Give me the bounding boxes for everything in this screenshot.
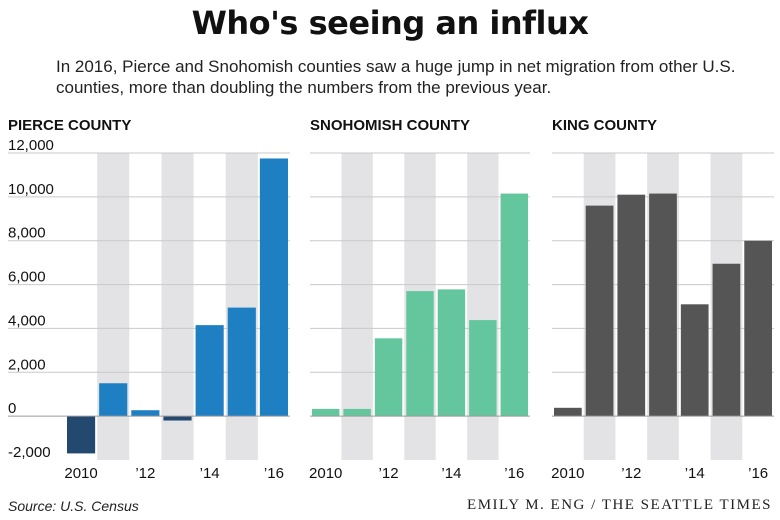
- x-tick-label: 2010: [64, 465, 97, 482]
- bar-2016: [500, 193, 528, 417]
- bar-2010: [312, 408, 340, 417]
- bar-2012: [131, 410, 160, 417]
- bar-2015: [469, 320, 497, 417]
- x-tick-label: ’12: [135, 465, 155, 482]
- panel-title: PIERCE COUNTY: [8, 117, 131, 134]
- y-tick-label: 6,000: [8, 269, 46, 286]
- x-tick-label: ’14: [685, 465, 705, 482]
- bar-2014: [680, 304, 709, 417]
- bar-2010: [67, 416, 96, 454]
- bar-2015: [227, 307, 256, 417]
- bar-2011: [343, 408, 371, 417]
- y-tick-label: 12,000: [8, 137, 54, 154]
- bar-2013: [163, 416, 192, 421]
- bar-2013: [406, 291, 434, 417]
- chart-subtitle: In 2016, Pierce and Snohomish counties s…: [56, 57, 736, 97]
- bar-2016: [744, 240, 772, 417]
- y-tick-label: 4,000: [8, 312, 46, 329]
- y-tick-label: 8,000: [8, 225, 46, 242]
- panel-title: SNOHOMISH COUNTY: [310, 117, 470, 134]
- bar-2011: [99, 383, 128, 417]
- x-tick-label: ’14: [441, 465, 461, 482]
- x-tick-label: ’12: [379, 465, 399, 482]
- x-tick-label: 2010: [309, 465, 342, 482]
- source-note: Source: U.S. Census: [8, 498, 139, 514]
- bar-2014: [437, 289, 466, 417]
- bar-2013: [649, 193, 677, 417]
- x-tick-label: ’16: [504, 465, 524, 482]
- bar-2014: [195, 325, 224, 417]
- x-tick-label: 2010: [551, 465, 584, 482]
- bar-2016: [259, 158, 288, 417]
- shade-band-2013: [161, 153, 194, 460]
- bar-2012: [374, 338, 403, 417]
- panel-title: KING COUNTY: [552, 117, 657, 134]
- y-tick-label: 10,000: [8, 181, 54, 198]
- bar-2011: [585, 205, 614, 417]
- x-tick-label: ’12: [621, 465, 641, 482]
- x-tick-label: ’14: [200, 465, 220, 482]
- bar-2012: [617, 194, 646, 417]
- shade-band-2011: [341, 153, 373, 460]
- y-tick-label: 0: [8, 400, 16, 417]
- y-tick-label: -2,000: [8, 444, 51, 461]
- x-tick-label: ’16: [748, 465, 768, 482]
- chart-title: Who's seeing an influx: [191, 4, 589, 42]
- credit-line: EMILY M. ENG / THE SEATTLE TIMES: [467, 497, 772, 513]
- y-tick-label: 2,000: [8, 356, 46, 373]
- x-tick-label: ’16: [264, 465, 284, 482]
- bar-2010: [554, 407, 582, 417]
- bar-2015: [712, 263, 741, 417]
